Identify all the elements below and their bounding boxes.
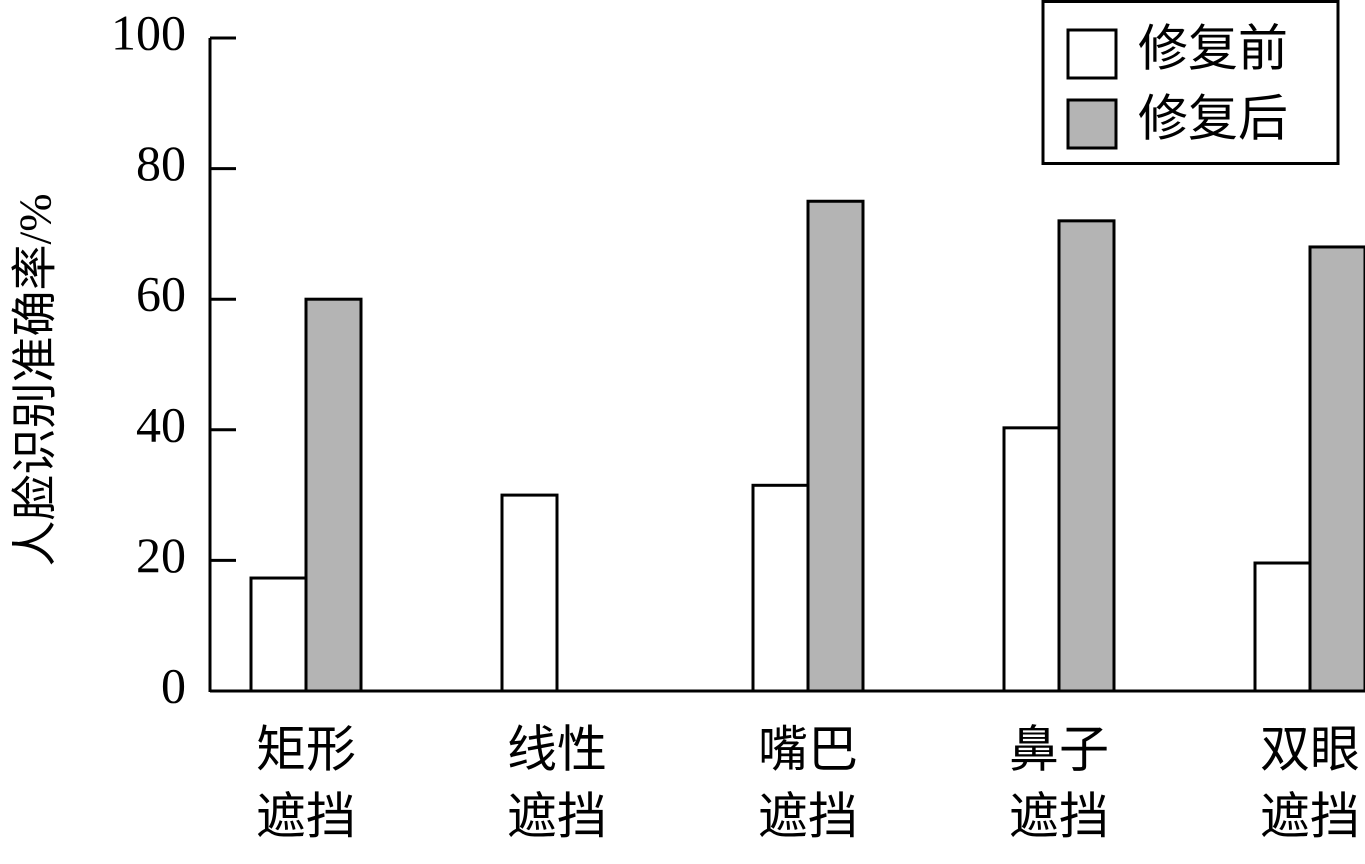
bar [304,297,363,693]
bar [1308,245,1365,693]
x-tick-label: 遮挡 [507,788,607,844]
bar [249,576,308,693]
bar [1253,561,1312,693]
x-tick-label: 遮挡 [1260,788,1360,844]
x-tick-label: 遮挡 [256,788,356,844]
bar [1002,426,1061,693]
x-tick-label: 双眼 [1260,721,1360,777]
bar [1057,219,1116,693]
x-tick-label: 嘴巴 [758,721,858,777]
x-tick-label: 鼻子 [1009,721,1109,777]
y-tick-label: 0 [161,657,186,713]
legend-label: 修复前 [1138,20,1288,76]
x-tick-label: 遮挡 [758,788,858,844]
y-tick-label: 80 [136,135,186,191]
y-tick-label: 100 [111,4,186,60]
bar [500,493,559,693]
legend-swatch [1066,28,1118,80]
y-axis-label: 人脸识别准确率/% [10,193,61,566]
legend-label: 修复后 [1138,90,1288,146]
y-tick-label: 60 [136,266,186,322]
legend-swatch [1066,98,1118,150]
bar [751,483,810,693]
bar [806,199,865,693]
y-tick-label: 40 [136,396,186,452]
x-tick-label: 遮挡 [1009,788,1109,844]
x-tick-label: 矩形 [256,721,356,777]
y-tick-label: 20 [136,527,186,583]
x-tick-label: 线性 [507,721,607,777]
